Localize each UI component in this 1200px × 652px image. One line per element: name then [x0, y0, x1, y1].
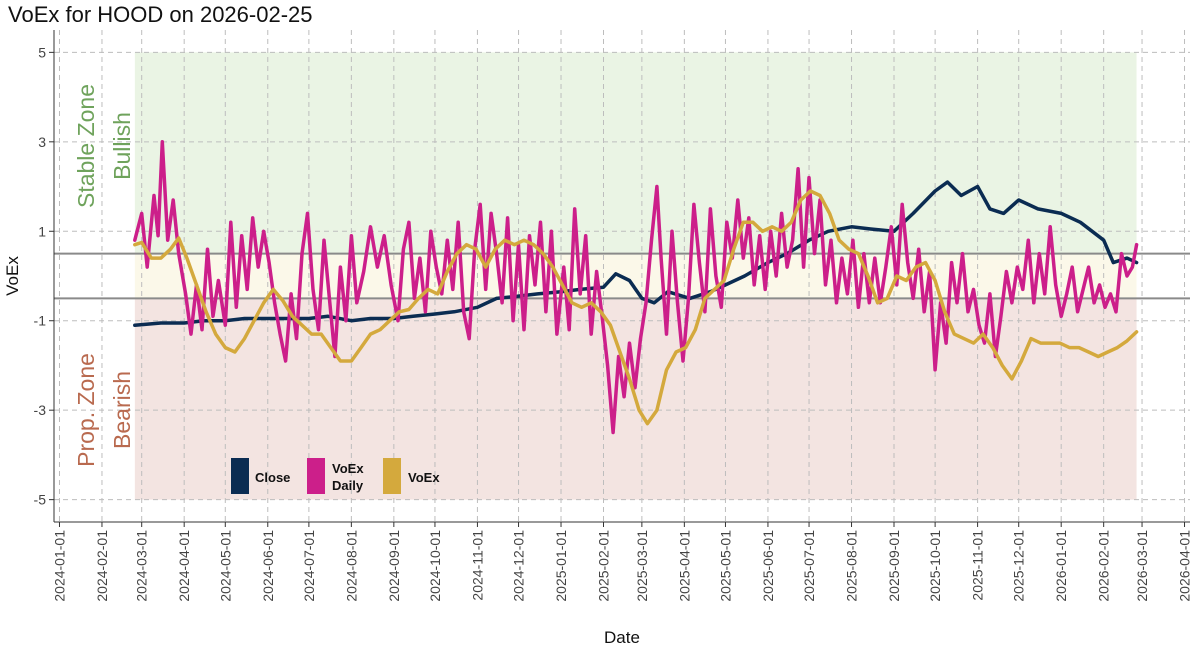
x-ticks: 2024-01-01 2024-02-01 2024-03-01 2024-04-01…: [52, 522, 1193, 602]
zone-label-prop: Prop. Zone: [73, 353, 99, 467]
x-tick-label: 2024-04-01: [176, 530, 192, 602]
x-axis-title: Date: [604, 628, 640, 647]
x-tick-label: 2025-08-01: [844, 530, 860, 602]
y-tick-label: 5: [38, 44, 46, 60]
x-tick-label: 2024-08-01: [343, 530, 359, 602]
series-line-voex-daily: [133, 140, 1139, 435]
x-tick-label: 2024-07-01: [301, 530, 317, 602]
x-tick-label: 2024-09-01: [386, 530, 402, 602]
x-tick-label: 2024-03-01: [134, 530, 150, 602]
x-tick-label: 2025-10-01: [927, 530, 943, 602]
x-tick-label: 2025-02-01: [596, 530, 612, 602]
legend-label-line: VoEx: [332, 461, 364, 476]
x-tick-label: 2026-02-01: [1096, 530, 1112, 602]
legend-swatch-close: [231, 458, 249, 494]
x-tick-label: 2024-05-01: [217, 530, 233, 602]
zone-band-bullish: [134, 52, 1137, 254]
y-ticks: 5 3 1 -1 -3 -5: [34, 44, 54, 508]
chart-title: VoEx for HOOD on 2026-02-25: [8, 2, 313, 27]
x-tick-label: 2024-10-01: [427, 530, 443, 602]
legend-swatch-voex: [383, 458, 401, 494]
x-tick-label: 2024-06-01: [260, 530, 276, 602]
y-tick-label: 1: [38, 223, 46, 239]
x-tick-label: 2024-02-01: [94, 530, 110, 602]
y-tick-label: -5: [34, 492, 47, 508]
zone-label-bullish: Bullish: [109, 112, 135, 180]
legend-label-line: Daily: [332, 478, 364, 493]
x-tick-label: 2025-06-01: [760, 530, 776, 602]
x-tick-label: 2025-12-01: [1011, 530, 1027, 602]
series-line-voex: [133, 189, 1139, 426]
y-tick-label: 3: [38, 134, 46, 150]
zone-labels: Stable Zone Bullish Prop. Zone Bearish: [73, 84, 135, 467]
x-tick-label: 2025-05-01: [718, 530, 734, 602]
legend: Close VoEx Daily VoEx: [231, 458, 440, 494]
x-tick-label: 2025-07-01: [801, 530, 817, 602]
x-tick-label: 2026-01-01: [1053, 530, 1069, 602]
x-tick-label: 2024-11-01: [469, 530, 485, 601]
legend-swatch-voex-daily: [307, 458, 325, 494]
series-lines: [133, 140, 1139, 435]
x-tick-label: 2025-09-01: [886, 530, 902, 602]
zone-bands: [134, 52, 1137, 500]
x-tick-label: 2025-03-01: [634, 530, 650, 602]
x-tick-label: 2026-03-01: [1134, 530, 1150, 602]
x-tick-label: 2025-11-01: [970, 530, 986, 601]
zone-label-bearish: Bearish: [109, 371, 135, 449]
legend-label-voex-daily: VoEx Daily: [332, 461, 364, 493]
y-tick-label: -3: [34, 402, 47, 418]
x-tick-label: 2024-12-01: [511, 530, 527, 602]
y-tick-label: -1: [34, 313, 47, 329]
series-line-close: [133, 180, 1139, 327]
legend-label-voex: VoEx: [408, 470, 440, 485]
x-tick-label: 2025-01-01: [553, 530, 569, 602]
legend-label-close: Close: [255, 470, 290, 485]
y-axis-title: VoEx: [3, 256, 22, 296]
x-tick-label: 2024-01-01: [52, 530, 68, 602]
zone-label-stable: Stable Zone: [73, 84, 99, 208]
x-tick-label: 2026-04-01: [1177, 530, 1193, 602]
axes: 5 3 1 -1 -3 -5 2024-01-01 2024-02-01 2024-03-01…: [3, 30, 1193, 647]
x-tick-label: 2025-04-01: [676, 530, 692, 602]
